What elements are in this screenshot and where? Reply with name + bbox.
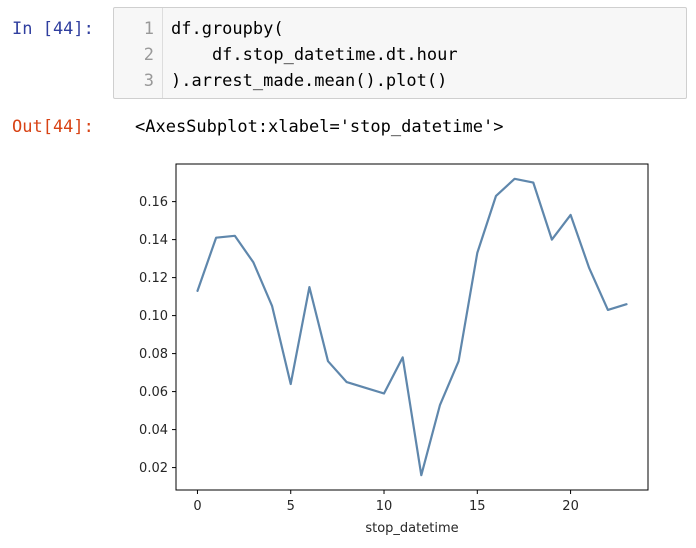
y-tick-label: 0.10 (139, 309, 168, 324)
x-tick-label: 10 (376, 499, 393, 514)
line-number: 3 (143, 71, 154, 91)
code-line[interactable]: df.stop_datetime.dt.hour (171, 45, 458, 65)
y-tick-label: 0.12 (139, 271, 168, 286)
line-number: 1 (143, 19, 154, 39)
x-tick-label: 20 (562, 499, 579, 514)
line-number: 2 (143, 45, 154, 65)
output-repr-text: <AxesSubplot:xlabel='stop_datetime'> (135, 117, 504, 137)
y-tick-label: 0.06 (139, 385, 168, 400)
code-cell-editor[interactable]: 1 2 3 df.groupby( df.stop_datetime.dt.ho… (113, 7, 687, 99)
y-tick-label: 0.08 (139, 347, 168, 362)
plot-frame (175, 163, 649, 491)
x-tick-label: 0 (193, 499, 201, 514)
x-axis-label: stop_datetime (365, 521, 458, 536)
series-line (196, 177, 628, 477)
code-line[interactable]: df.groupby( (171, 19, 284, 39)
line-number-gutter: 1 2 3 (114, 8, 163, 98)
y-tick-label: 0.02 (139, 461, 168, 476)
output-prompt: Out[44]: (12, 117, 94, 137)
y-tick-label: 0.16 (139, 195, 168, 210)
line-chart: 0 5 10 15 20 0.02 0.04 0.06 0.08 0.10 0.12 0.14 0.16… (139, 163, 649, 536)
y-tick-label: 0.04 (139, 423, 168, 438)
y-tick-label: 0.14 (139, 233, 168, 248)
input-prompt: In [44]: (12, 19, 94, 39)
code-line[interactable]: ).arrest_made.mean().plot() (171, 71, 448, 91)
x-tick-label: 15 (469, 499, 486, 514)
x-tick-label: 5 (287, 499, 295, 514)
